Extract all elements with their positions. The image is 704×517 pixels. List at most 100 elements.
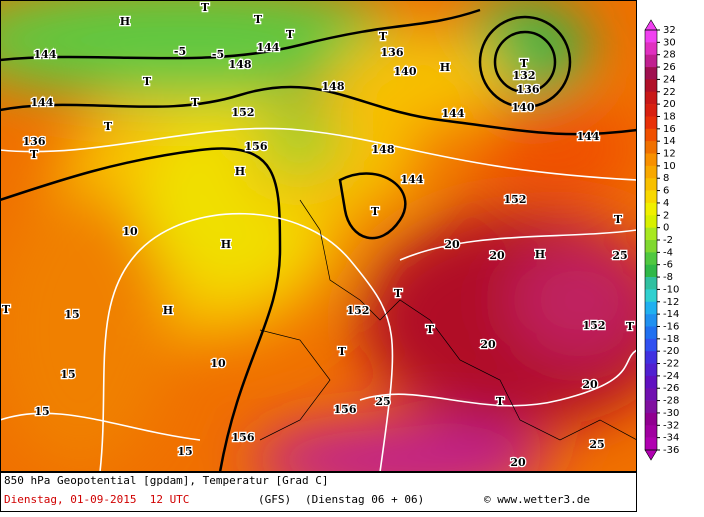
map-label: 25 [375,395,390,408]
map-label: 20 [480,338,496,351]
scale-band [645,264,657,278]
scale-label: 0 [663,223,669,234]
scale-label: -4 [663,247,673,258]
scale-band [645,277,657,290]
scale-label: -28 [663,396,679,407]
map-label: H [535,248,545,261]
scale-band [645,67,657,80]
map-label: 136 [381,46,404,59]
scale-label: 8 [663,173,669,184]
scale-band [645,351,657,364]
map-label: 20 [582,378,598,391]
scale-label: 10 [663,161,676,172]
map-label: 144 [34,48,57,61]
scale-label: -32 [663,420,679,431]
scale-band [645,165,657,179]
scale-label: -16 [663,321,679,332]
scale-label: 24 [663,74,676,85]
map-label: -5 [212,48,224,61]
map-label: -5 [174,45,186,58]
map-label: 15 [60,368,75,381]
map-label: 136 [23,135,46,148]
map-label: T [104,120,113,133]
map-label: H [120,15,130,28]
color-scale: 32302826242220181614121086420-2-4-6-8-10… [644,19,679,461]
scale-band [645,141,657,154]
scale-band [645,301,657,315]
map-label: 156 [245,140,268,153]
footer-run: (Dienstag 06 + 06) [305,493,424,506]
map-label: 144 [442,107,465,120]
scale-band [645,338,657,352]
scale-label: 4 [663,198,669,209]
map-label: T [338,345,347,358]
scale-label: 12 [663,149,676,160]
map-label: 20 [444,238,460,251]
scale-label: -8 [663,272,673,283]
scale-band [645,412,657,426]
map-label: T [254,13,263,26]
scale-band [645,79,657,93]
map-label: H [235,165,245,178]
scale-label: -24 [663,371,679,382]
scale-band [645,375,657,389]
map-label: T [614,213,623,226]
scale-band [645,30,657,43]
map-label: 20 [489,249,505,262]
map-label: T [30,148,39,161]
scale-label: 2 [663,210,669,221]
scale-band [645,314,657,327]
map-label: 25 [589,438,604,451]
map-labels: H T T T 144 -5 -5 148 T T 144 144 T 136 … [1,0,637,470]
map-label: H [163,304,173,317]
map-label: 132 [513,69,536,82]
map-label: 152 [504,193,527,206]
scale-label: 18 [663,111,676,122]
scale-label: 28 [663,50,676,61]
scale-band [645,437,657,451]
scale-label: 14 [663,136,676,147]
scale-label: 20 [663,99,676,110]
map-label: 144 [257,41,280,54]
map-label: 152 [583,319,606,332]
scale-label: -18 [663,334,679,345]
map-label: T [379,30,388,43]
map: H T T T 144 -5 -5 148 T T 144 144 T 136 … [0,0,637,472]
scale-band [645,91,657,105]
map-label: 144 [401,173,424,186]
map-label: 140 [512,101,535,114]
scale-label: -26 [663,383,679,394]
scale-band [645,388,657,401]
scale-label: -14 [663,309,679,320]
footer-model: (GFS) [258,493,291,506]
scale-band [645,425,657,438]
scale-band [645,202,657,216]
map-label: 15 [64,308,79,321]
map-label: T [286,28,295,41]
scale-label: -6 [663,260,673,271]
scale-label: 22 [663,87,676,98]
scale-band [645,104,657,117]
map-label: T [143,75,152,88]
scale-band [645,326,657,340]
map-label: 148 [229,58,252,71]
map-label: T [371,205,380,218]
scale-band [645,116,657,130]
map-label: 10 [122,225,138,238]
footer-date: Dienstag, 01-09-2015 12 UTC [4,493,189,506]
scale-label: -20 [663,346,679,357]
map-label: 156 [232,431,255,444]
map-label: 144 [31,96,54,109]
map-label: T [626,320,635,333]
map-label: 15 [177,445,192,458]
scale-band [645,153,657,167]
map-label: T [520,57,529,70]
map-label: T [2,303,11,316]
map-label: T [394,287,403,300]
scale-label: -30 [663,408,679,419]
map-label: H [221,238,231,251]
map-label: 144 [577,130,600,143]
map-label: 148 [372,143,395,156]
map-label: 140 [394,65,417,78]
scale-label: 16 [663,124,676,135]
